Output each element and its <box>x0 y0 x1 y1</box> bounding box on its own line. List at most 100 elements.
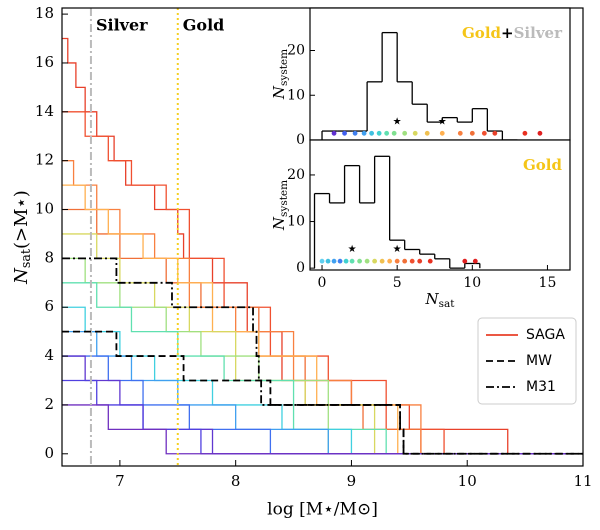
satellite-dot <box>384 130 390 136</box>
satellite-dot <box>343 258 349 264</box>
satellite-dot <box>424 130 430 136</box>
satellite-dot <box>472 258 478 264</box>
satellite-dot <box>331 130 337 136</box>
satellite-dot <box>369 130 375 136</box>
label-base: N <box>270 216 288 231</box>
host-star: ★ <box>393 117 402 128</box>
title-part: + <box>501 24 514 42</box>
title-part: Gold <box>462 24 502 42</box>
y-tick-label: 18 <box>35 4 54 22</box>
y-tick-label: 10 <box>35 200 54 218</box>
satellite-dot <box>469 130 475 136</box>
label-sub: system <box>278 49 290 86</box>
satellite-dot <box>379 258 385 264</box>
inset-y-label: Nsystem <box>270 180 290 231</box>
threshold-label: Silver <box>96 16 148 35</box>
inset-x-tick-label: 5 <box>393 275 402 291</box>
label-sub: sat <box>18 249 33 268</box>
inset-x-tick-label: 15 <box>539 275 557 291</box>
legend-label: SAGA <box>526 327 565 343</box>
y-tick-label: 6 <box>44 297 54 315</box>
satellite-dot <box>522 130 528 136</box>
inset-title: Gold+Silver <box>462 24 563 42</box>
y-tick-label: 0 <box>44 444 54 462</box>
x-tick-label: 11 <box>573 472 592 490</box>
satellite-dot <box>352 130 358 136</box>
inset-y-tick-label: 0 <box>296 132 305 148</box>
y-tick-label: 2 <box>44 395 54 413</box>
step-line <box>62 257 583 455</box>
legend-label: M31 <box>526 379 556 395</box>
x-tick-label: 9 <box>347 472 357 490</box>
inset-y-tick-label: 0 <box>296 260 305 276</box>
inset-x-label: Nsat <box>425 290 456 310</box>
inset-y-tick-label: 20 <box>287 167 305 183</box>
step-line <box>62 379 583 455</box>
legend-label: MW <box>526 353 552 369</box>
y-tick-label: 14 <box>35 102 54 120</box>
step-line <box>62 282 583 455</box>
legend-frame <box>477 317 577 405</box>
inset-x-tick-label: 10 <box>463 275 481 291</box>
satellite-dot <box>325 258 331 264</box>
satellite-dot <box>376 130 382 136</box>
satellite-dot <box>319 258 325 264</box>
satellite-dot <box>412 130 418 136</box>
y-tick-label: 16 <box>35 53 54 71</box>
satellite-dot <box>427 258 433 264</box>
satellite-dot <box>387 258 393 264</box>
satellite-dot <box>349 258 355 264</box>
inset-title: Gold <box>523 156 563 174</box>
step-line <box>62 233 583 455</box>
host-star: ★ <box>393 244 402 255</box>
satellite-dot <box>417 258 423 264</box>
y-axis-label: Nsat(>M⋆) <box>11 190 33 285</box>
label-sub: system <box>278 180 290 217</box>
satellite-dot <box>439 130 445 136</box>
x-axis-label: log [M⋆/M⊙] <box>267 500 378 520</box>
satellite-dot <box>357 258 362 264</box>
label-rest: (>M⋆) <box>11 190 32 249</box>
satellite-dot <box>337 258 343 264</box>
threshold-label: Gold <box>183 16 225 35</box>
satellite-dot <box>457 130 463 136</box>
satellite-dot <box>537 130 543 136</box>
label-base: N <box>270 85 288 100</box>
satellite-dot <box>331 258 337 264</box>
label-base: N <box>11 267 32 285</box>
x-tick-label: 7 <box>115 472 125 490</box>
step-line <box>62 331 583 455</box>
satellite-dot <box>492 130 498 136</box>
label-sub: sat <box>439 298 456 310</box>
satellite-dot <box>372 258 378 264</box>
inset-y-label: Nsystem <box>270 49 290 100</box>
label-base: N <box>425 290 440 308</box>
inset-y-tick-label: 10 <box>287 214 305 230</box>
title-part: Silver <box>514 24 563 42</box>
satellite-dot <box>409 258 415 264</box>
inset-x-tick-label: 0 <box>318 275 327 291</box>
y-tick-label: 12 <box>35 151 54 169</box>
satellite-dot <box>361 130 367 136</box>
host-star: ★ <box>438 117 447 128</box>
satellite-dot <box>402 130 408 136</box>
plot-area <box>62 8 583 466</box>
inset-y-tick-label: 20 <box>287 43 305 59</box>
satellite-dot <box>342 130 347 136</box>
x-tick-label: 8 <box>231 472 241 490</box>
inset-y-tick-label: 10 <box>287 87 305 103</box>
satellite-dot <box>402 258 408 264</box>
step-line <box>62 355 583 455</box>
satellite-dot <box>481 130 487 136</box>
legend: SAGA MW M31 <box>477 317 577 405</box>
host-star: ★ <box>348 244 357 255</box>
y-tick-label: 8 <box>44 248 54 266</box>
inset-frame <box>309 7 571 141</box>
inset-frame <box>309 139 571 271</box>
satellite-dot <box>394 258 400 264</box>
satellite-dot <box>391 130 397 136</box>
step-line <box>62 404 583 455</box>
title-part: Gold <box>523 156 563 174</box>
x-tick-label: 10 <box>458 472 477 490</box>
